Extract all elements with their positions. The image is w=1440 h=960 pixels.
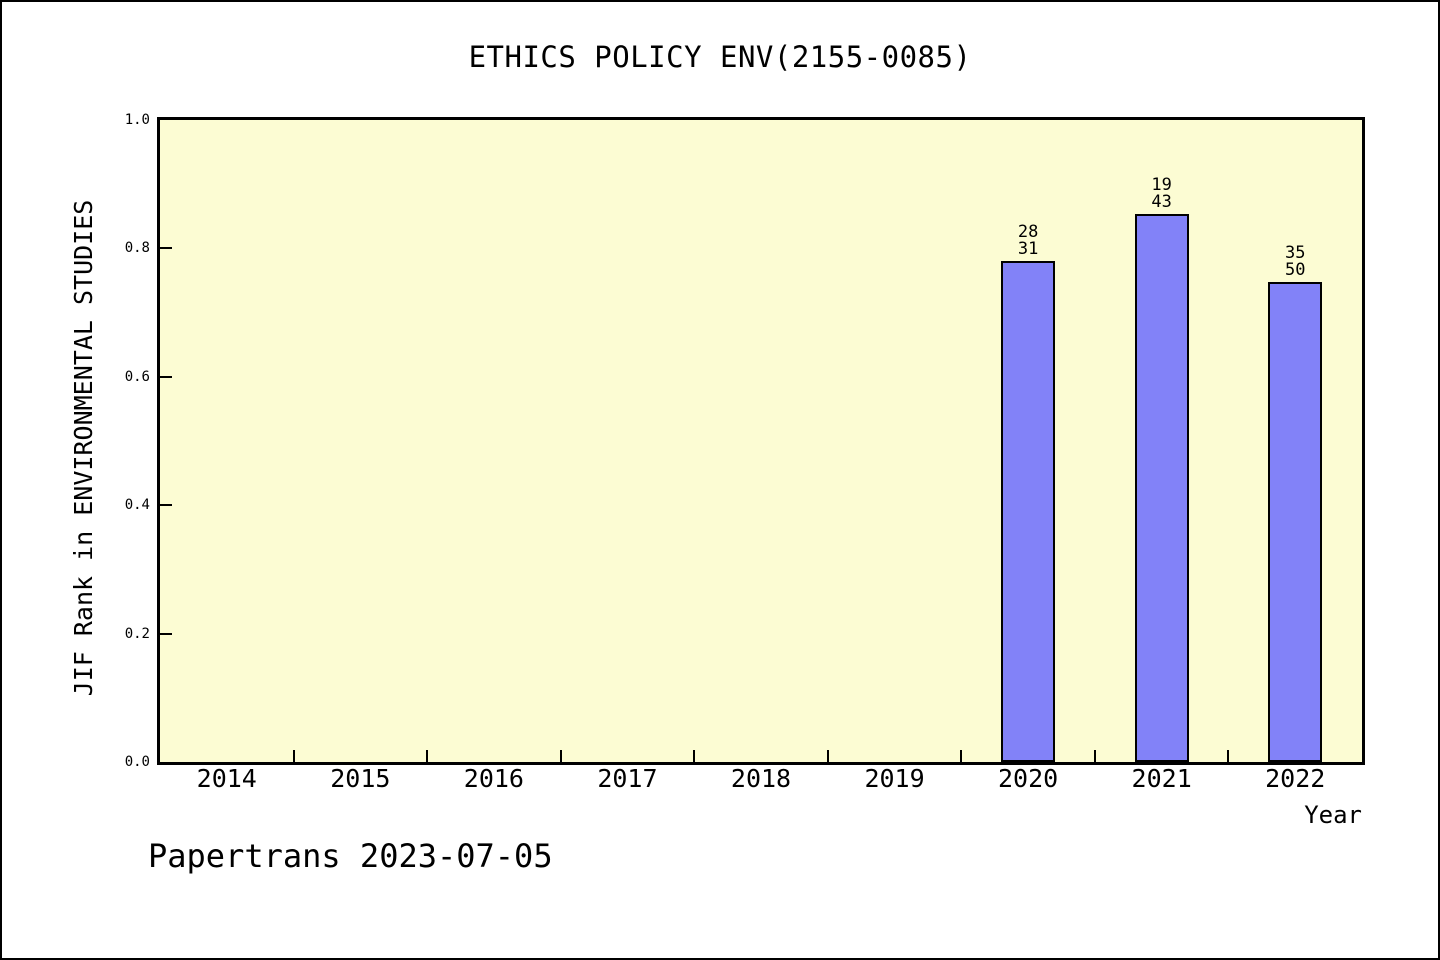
bar-2020 [1001,261,1056,762]
bar-label-rank: 28 [1017,222,1039,242]
x-axis-tick [1227,750,1230,762]
x-axis-title: Year [1304,801,1362,829]
x-axis-tick-label: 2021 [1131,764,1192,793]
x-axis-tick [426,750,429,762]
x-axis-tick-label: 2022 [1265,764,1326,793]
x-axis-tick-label: 2016 [463,764,524,793]
bar-2022 [1268,282,1323,762]
x-axis-tick [826,750,829,762]
bar-2021 [1134,214,1189,762]
x-axis-tick [559,750,562,762]
y-axis-tick [160,247,172,250]
bar-label-total: 43 [1151,192,1172,212]
x-axis-tick-label: 2018 [730,764,792,793]
bar-label-rank: 35 [1284,243,1306,263]
y-axis-tick-label: 0.8 [124,240,150,257]
x-axis-tick-label: 2020 [998,764,1059,793]
y-axis-tick-label: 0.2 [124,625,150,642]
footer-watermark: Papertrans 2023-07-05 [148,837,553,875]
y-axis-title: JIF Rank in ENVIRONMENTAL STUDIES [69,199,98,697]
y-axis-tick [160,632,172,635]
y-axis-tick-label: 1.0 [124,112,150,128]
x-axis-tick-label: 2019 [864,764,925,793]
y-axis-tick [160,504,172,507]
bar-label-rank: 19 [1151,175,1172,195]
bar-value-label-2022: 35 50 [1255,245,1335,279]
chart-title: ETHICS POLICY ENV(2155-0085) [468,40,972,74]
y-axis-tick [160,375,172,378]
bar-value-label-2020: 28 31 [988,224,1068,258]
bar-label-total: 31 [1017,239,1039,259]
y-axis-tick-label: 0.6 [124,368,150,385]
bar-value-label-2021: 19 43 [1122,177,1202,211]
x-axis-tick [1093,750,1096,762]
x-axis-tick-label: 2015 [330,764,391,793]
x-axis-tick-label: 2014 [196,764,257,793]
x-axis-tick [960,750,963,762]
y-axis-tick-label: 0.4 [124,497,150,514]
x-axis-tick-label: 2017 [597,764,658,793]
bar-label-total: 50 [1284,260,1306,280]
x-axis-tick [693,750,696,762]
plot-area: 28 31 19 43 35 50 [157,117,1365,765]
y-axis-tick-label: 0.0 [124,754,150,770]
x-axis-tick [292,750,295,762]
